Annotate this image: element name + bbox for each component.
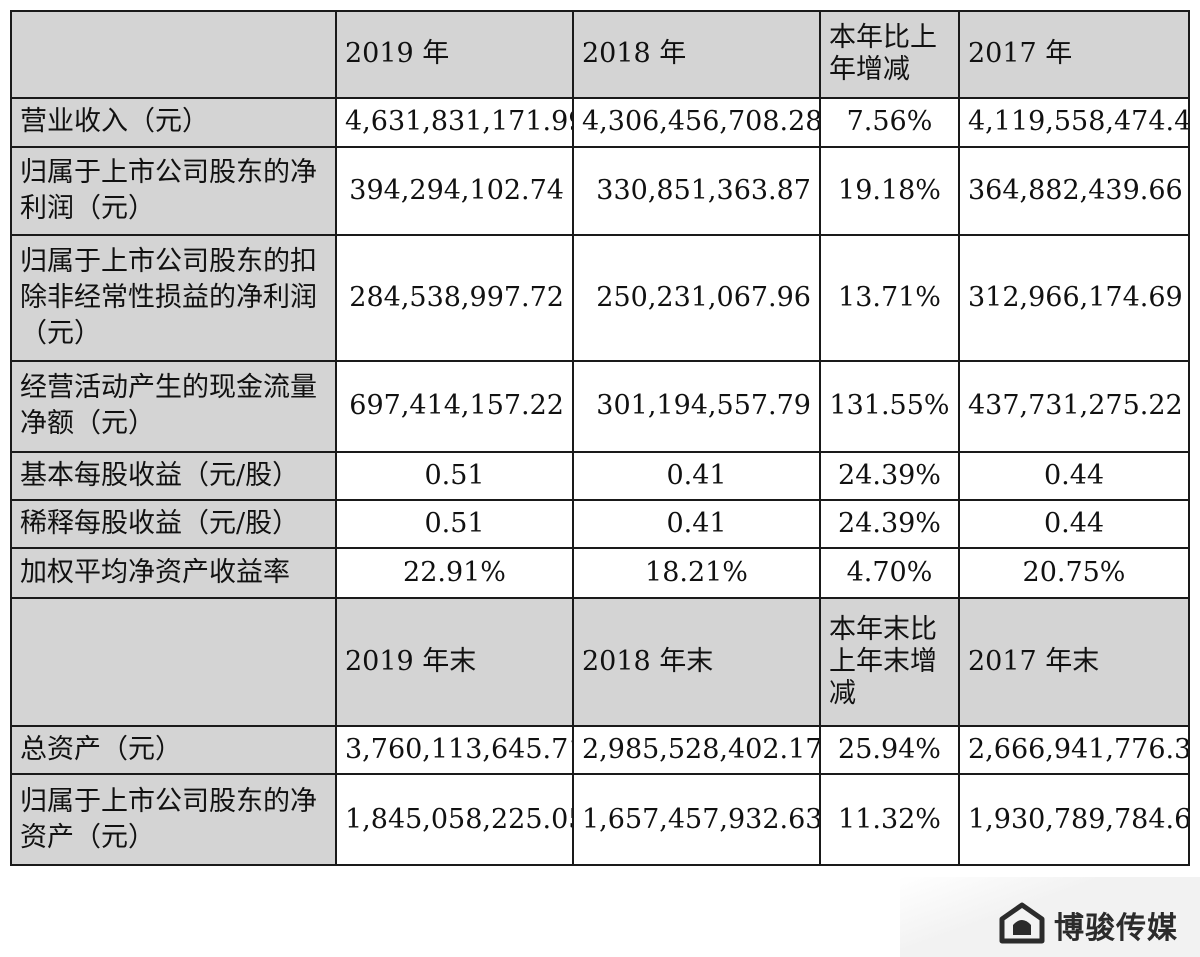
- header-change: 本年比上年增减: [819, 10, 960, 99]
- value-2019: 1,845,058,225.05: [335, 773, 574, 866]
- value-change: 24.39%: [819, 450, 960, 501]
- row-label: 归属于上市公司股东的净资产（元）: [10, 773, 337, 866]
- header-row: 2019 年 2018 年 本年比上年增减 2017 年: [10, 10, 1190, 99]
- value-2018: 0.41: [572, 498, 821, 550]
- value-change: 4.70%: [819, 547, 960, 600]
- value-2019: 284,538,997.72: [335, 234, 574, 363]
- table-row: 基本每股收益（元/股） 0.51 0.41 24.39% 0.44: [10, 450, 1190, 501]
- value-2017: 2,666,941,776.31: [958, 725, 1190, 776]
- watermark-text: 博骏传媒: [1054, 911, 1178, 946]
- table-row: 经营活动产生的现金流量净额（元） 697,414,157.22 301,194,…: [10, 360, 1190, 453]
- row-label: 营业收入（元）: [10, 96, 337, 148]
- value-2017: 0.44: [958, 450, 1190, 501]
- header-2018-year-end: 2018 年末: [572, 597, 821, 728]
- row-label: 归属于上市公司股东的扣除非经常性损益的净利润（元）: [10, 234, 337, 363]
- value-2018: 0.41: [572, 450, 821, 501]
- value-2019: 22.91%: [335, 547, 574, 600]
- value-2017: 4,119,558,474.48: [958, 96, 1190, 148]
- table-row: 稀释每股收益（元/股） 0.51 0.41 24.39% 0.44: [10, 498, 1190, 550]
- row-label: 归属于上市公司股东的净利润（元）: [10, 145, 337, 237]
- value-2018: 18.21%: [572, 547, 821, 600]
- value-change: 19.18%: [819, 145, 960, 237]
- value-2019: 4,631,831,171.99: [335, 96, 574, 148]
- value-change: 11.32%: [819, 773, 960, 866]
- row-label: 稀释每股收益（元/股）: [10, 498, 337, 550]
- table-row: 归属于上市公司股东的净利润（元） 394,294,102.74 330,851,…: [10, 145, 1190, 237]
- row-label: 基本每股收益（元/股）: [10, 450, 337, 501]
- header-change-year-end: 本年末比上年末增减: [819, 597, 960, 728]
- table-row: 营业收入（元） 4,631,831,171.99 4,306,456,708.2…: [10, 96, 1190, 148]
- header-2019-year-end: 2019 年末: [335, 597, 574, 728]
- table-row: 归属于上市公司股东的扣除非经常性损益的净利润（元） 284,538,997.72…: [10, 234, 1190, 363]
- watermark-band: [900, 877, 1200, 957]
- value-change: 7.56%: [819, 96, 960, 148]
- value-change: 13.71%: [819, 234, 960, 363]
- row-label: 经营活动产生的现金流量净额（元）: [10, 360, 337, 453]
- value-2017: 0.44: [958, 498, 1190, 550]
- value-2018: 2,985,528,402.17: [572, 725, 821, 776]
- header-row-year-end: 2019 年末 2018 年末 本年末比上年末增减 2017 年末: [10, 597, 1190, 728]
- value-2017: 20.75%: [958, 547, 1190, 600]
- value-2019: 0.51: [335, 450, 574, 501]
- header-empty-cell: [10, 10, 337, 99]
- value-change: 24.39%: [819, 498, 960, 550]
- value-2017: 1,930,789,784.67: [958, 773, 1190, 866]
- header-2017: 2017 年: [958, 10, 1190, 99]
- value-2018: 1,657,457,932.63: [572, 773, 821, 866]
- table-row: 总资产（元） 3,760,113,645.71 2,985,528,402.17…: [10, 725, 1190, 776]
- watermark: 博骏传媒: [998, 901, 1178, 949]
- table-row: 加权平均净资产收益率 22.91% 18.21% 4.70% 20.75%: [10, 547, 1190, 600]
- header-2017-year-end: 2017 年末: [958, 597, 1190, 728]
- value-2019: 394,294,102.74: [335, 145, 574, 237]
- value-2019: 3,760,113,645.71: [335, 725, 574, 776]
- value-2018: 301,194,557.79: [572, 360, 821, 453]
- row-label: 总资产（元）: [10, 725, 337, 776]
- brand-logo-icon: [998, 901, 1046, 949]
- value-change: 25.94%: [819, 725, 960, 776]
- header-2018: 2018 年: [572, 10, 821, 99]
- table-row: 归属于上市公司股东的净资产（元） 1,845,058,225.05 1,657,…: [10, 773, 1190, 866]
- value-change: 131.55%: [819, 360, 960, 453]
- row-label: 加权平均净资产收益率: [10, 547, 337, 600]
- value-2018: 330,851,363.87: [572, 145, 821, 237]
- value-2017: 364,882,439.66: [958, 145, 1190, 237]
- header-2019: 2019 年: [335, 10, 574, 99]
- value-2017: 437,731,275.22: [958, 360, 1190, 453]
- value-2019: 0.51: [335, 498, 574, 550]
- financial-summary-table: 2019 年 2018 年 本年比上年增减 2017 年 营业收入（元） 4,6…: [10, 10, 1190, 866]
- value-2017: 312,966,174.69: [958, 234, 1190, 363]
- header-empty-cell: [10, 597, 337, 728]
- value-2019: 697,414,157.22: [335, 360, 574, 453]
- value-2018: 4,306,456,708.28: [572, 96, 821, 148]
- value-2018: 250,231,067.96: [572, 234, 821, 363]
